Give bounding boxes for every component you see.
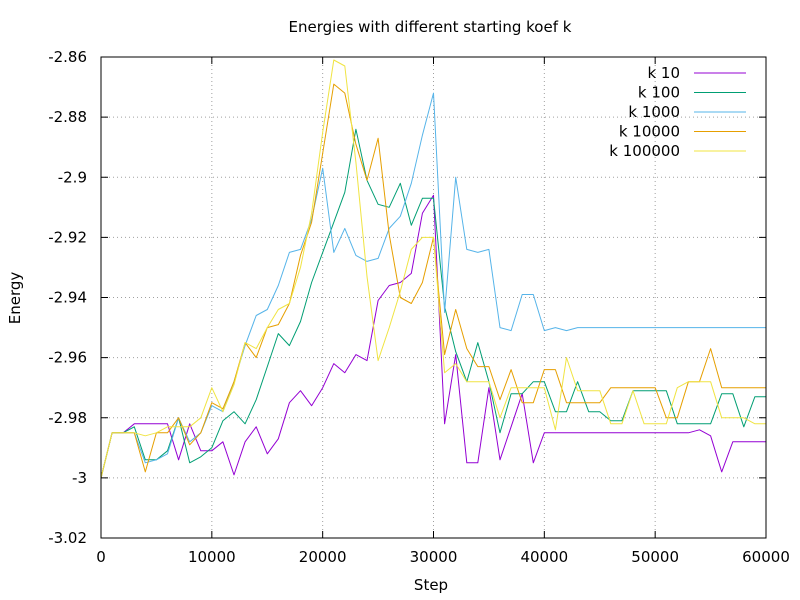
series-line-k-10: [100, 194, 766, 479]
x-tick-label: 40000: [520, 548, 568, 566]
x-axis-label: Step: [414, 576, 448, 594]
legend-label: k 100000: [609, 142, 680, 160]
y-tick-label: -2.9: [58, 168, 87, 186]
y-tick-label: -2.98: [48, 409, 87, 427]
legend-label: k 10000: [619, 123, 680, 141]
x-tick-label: 60000: [742, 548, 790, 566]
y-axis-label: Energy: [6, 272, 24, 325]
y-tick-label: -2.94: [48, 289, 87, 307]
x-tick-label: 0: [96, 548, 106, 566]
ticks: 0 10000 20000 30000 40000 50000 60000 -3.02 -3 -2…: [48, 48, 790, 566]
series-line-k-100: [100, 128, 766, 479]
y-tick-label: -3.02: [48, 529, 87, 547]
x-tick-label: 50000: [631, 548, 679, 566]
series-layer: [100, 59, 766, 479]
series-line-k-100000: [100, 59, 766, 479]
y-tick-label: -2.96: [48, 349, 87, 367]
legend-label: k 100: [638, 84, 680, 102]
x-tick-label: 20000: [299, 548, 347, 566]
y-tick-label: -2.88: [48, 108, 87, 126]
series-line-k-1000: [100, 92, 766, 479]
legend-label: k 1000: [628, 103, 680, 121]
y-tick-label: -2.86: [48, 48, 87, 66]
x-tick-label: 30000: [410, 548, 458, 566]
chart-title: Energies with different starting koef k: [289, 18, 572, 36]
y-tick-label: -3: [72, 469, 87, 487]
legend-label: k 10: [647, 64, 680, 82]
y-tick-label: -2.92: [48, 228, 87, 246]
x-tick-label: 10000: [188, 548, 236, 566]
